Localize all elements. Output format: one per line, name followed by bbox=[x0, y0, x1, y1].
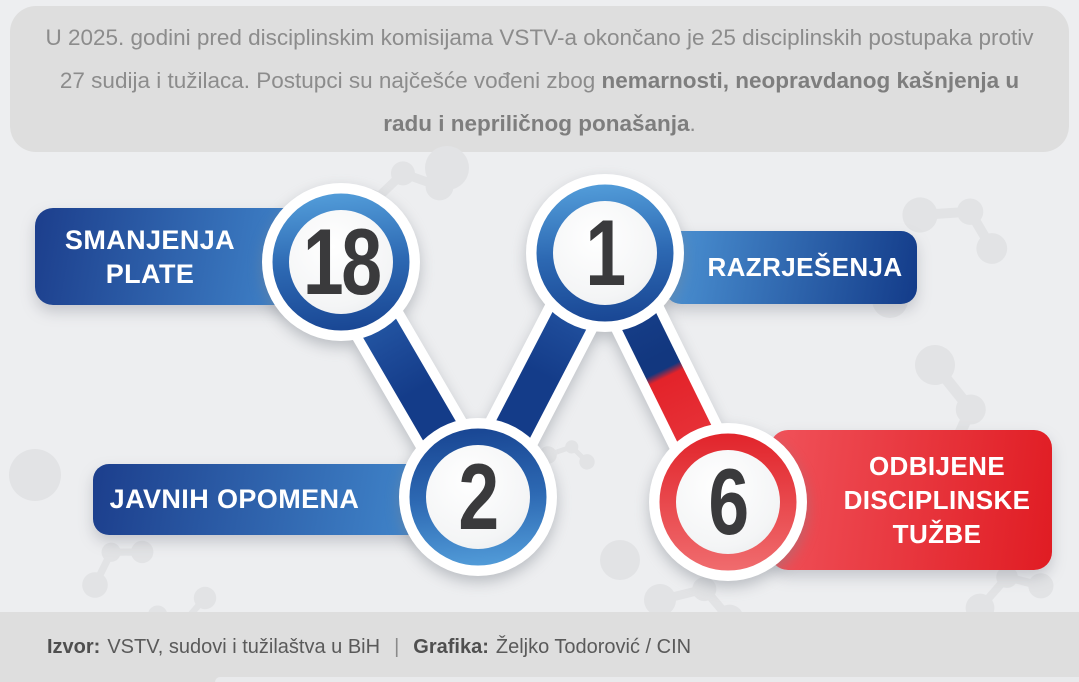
value-odbijene-tuzbe: 6 bbox=[643, 442, 813, 562]
credit-text: Željko Todorović / CIN bbox=[495, 635, 692, 658]
value-razrjesenja: 1 bbox=[520, 193, 690, 313]
header-text-regular: U 2025. godini pred disciplinskim komisi… bbox=[45, 25, 1034, 93]
label-razrjesenja: RAZRJEŠENJA bbox=[665, 231, 917, 304]
value-javnih-opomena: 2 bbox=[393, 437, 563, 557]
source-text: VSTV, sudovi i tužilaštva u BiH bbox=[107, 635, 381, 658]
header-text: U 2025. godini pred disciplinskim komisi… bbox=[38, 16, 1041, 145]
value-smanjenja-plate-text: 18 bbox=[302, 209, 382, 314]
label-smanjenja-plate-text: SMANJENJA PLATE bbox=[64, 224, 236, 289]
credit-label: Grafika: bbox=[413, 635, 489, 658]
dot-decoration bbox=[9, 449, 61, 501]
dot-decoration bbox=[425, 146, 469, 190]
label-smanjenja-plate: SMANJENJA PLATE bbox=[35, 208, 303, 305]
label-razrjesenja-text: RAZRJEŠENJA bbox=[707, 252, 903, 282]
credits-line: Izvor: VSTV, sudovi i tužilaštva u BiH |… bbox=[47, 612, 691, 682]
label-odbijene-tuzbe: ODBIJENE DISCIPLINSKE TUŽBE bbox=[770, 430, 1052, 570]
dot-decoration bbox=[600, 540, 640, 580]
label-javnih-opomena-text: JAVNIH OPOMENA bbox=[109, 484, 360, 514]
value-javnih-opomena-text: 2 bbox=[458, 444, 500, 549]
header-text-bold: nemarnosti, neopravdanog kašnjenja u rad… bbox=[383, 68, 1020, 136]
label-odbijene-tuzbe-text: ODBIJENE DISCIPLINSKE TUŽBE bbox=[843, 451, 1031, 549]
header-card: U 2025. godini pred disciplinskim komisi… bbox=[10, 6, 1069, 152]
molecule-icon bbox=[69, 523, 159, 603]
value-smanjenja-plate: 18 bbox=[256, 202, 426, 322]
next-card-edge bbox=[215, 677, 1079, 682]
header-text-suffix: . bbox=[689, 111, 696, 136]
value-odbijene-tuzbe-text: 6 bbox=[708, 449, 750, 554]
value-razrjesenja-text: 1 bbox=[585, 200, 627, 305]
source-label: Izvor: bbox=[47, 635, 101, 658]
credits-separator: | bbox=[394, 635, 400, 658]
footer: Izvor: VSTV, sudovi i tužilaštva u BiH |… bbox=[0, 612, 1079, 682]
